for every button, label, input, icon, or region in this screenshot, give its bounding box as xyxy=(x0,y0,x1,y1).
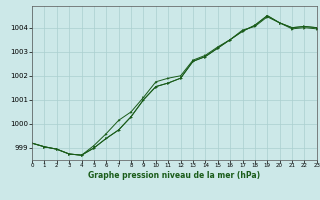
X-axis label: Graphe pression niveau de la mer (hPa): Graphe pression niveau de la mer (hPa) xyxy=(88,171,260,180)
